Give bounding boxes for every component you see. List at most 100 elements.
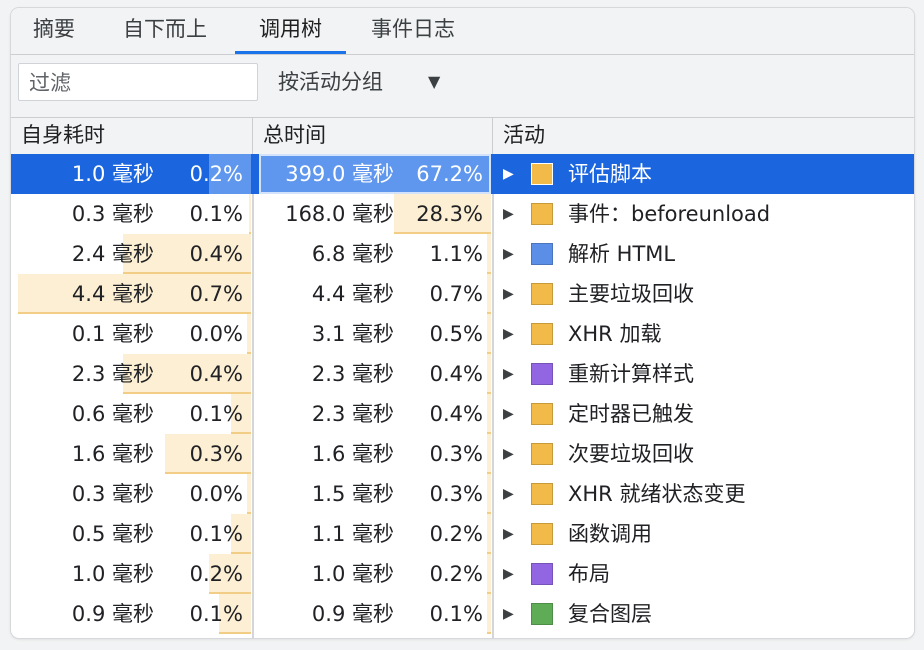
table-row[interactable]: 0.3 毫秒 0.1% 168.0 毫秒 28.3% ▶ 事件：beforeunload [11, 194, 914, 234]
self-time-value: 1.0 毫秒 [71, 162, 154, 186]
table-row[interactable]: 0.6 毫秒 0.1% 2.3 毫秒 0.4% ▶ 定时器已触发 [11, 394, 914, 434]
total-percent-value: 0.3% [429, 482, 483, 506]
table-row[interactable]: 0.3 毫秒 0.0% 1.5 毫秒 0.3% ▶ XHR 就绪状态变更 [11, 474, 914, 514]
self-time-bar [165, 434, 251, 474]
self-time-bar [209, 554, 251, 594]
table-row[interactable]: 0.5 毫秒 0.1% 1.1 毫秒 0.2% ▶ 函数调用 [11, 514, 914, 554]
activity-name: 复合图层 [568, 602, 652, 626]
expand-triangle-icon[interactable]: ▶ [503, 406, 514, 422]
self-percent-value: 0.1% [189, 602, 243, 626]
self-time-bar [247, 314, 251, 354]
self-percent-value: 0.4% [189, 362, 243, 386]
category-color-swatch [531, 283, 553, 305]
activity-name: 主要垃圾回收 [568, 282, 694, 306]
total-percent-value: 0.1% [429, 602, 483, 626]
expand-triangle-icon[interactable]: ▶ [503, 446, 514, 462]
total-time-value: 2.3 毫秒 [311, 402, 394, 426]
total-percent-value: 0.2% [429, 522, 483, 546]
total-percent-value: 28.3% [416, 202, 483, 226]
self-percent-value: 0.1% [189, 202, 243, 226]
column-header-total-time[interactable]: 总时间 [263, 123, 326, 147]
expand-triangle-icon[interactable]: ▶ [503, 166, 514, 182]
tab-summary[interactable]: 摘要 [33, 17, 75, 41]
expand-triangle-icon[interactable]: ▶ [503, 526, 514, 542]
category-color-swatch [531, 163, 553, 185]
category-color-swatch [531, 443, 553, 465]
expand-triangle-icon[interactable]: ▶ [503, 486, 514, 502]
self-time-value: 4.4 毫秒 [71, 282, 154, 306]
activity-name: 评估脚本 [568, 162, 652, 186]
expand-triangle-icon[interactable]: ▶ [503, 286, 514, 302]
total-time-bar [487, 274, 491, 314]
total-time-bar [487, 434, 491, 474]
expand-triangle-icon[interactable]: ▶ [503, 206, 514, 222]
expand-triangle-icon[interactable]: ▶ [503, 246, 514, 262]
self-time-value: 1.0 毫秒 [71, 562, 154, 586]
total-time-value: 0.9 毫秒 [311, 602, 394, 626]
tab-call-tree[interactable]: 调用树 [235, 8, 346, 54]
toolbar: 过滤 按活动分组 ▼ [11, 55, 914, 118]
category-color-swatch [531, 243, 553, 265]
column-divider[interactable] [492, 118, 493, 154]
column-divider [252, 154, 254, 638]
table-row[interactable]: 2.3 毫秒 0.4% 2.3 毫秒 0.4% ▶ 重新计算样式 [11, 354, 914, 394]
category-color-swatch [531, 203, 553, 225]
self-percent-value: 0.0% [189, 482, 243, 506]
self-percent-value: 0.3% [189, 442, 243, 466]
self-time-value: 1.6 毫秒 [71, 442, 154, 466]
column-divider[interactable] [252, 118, 253, 154]
table-row[interactable]: 1.6 毫秒 0.3% 1.6 毫秒 0.3% ▶ 次要垃圾回收 [11, 434, 914, 474]
tab-bottom-up[interactable]: 自下而上 [123, 17, 207, 41]
activity-name: 布局 [568, 562, 610, 586]
self-time-bar [219, 594, 251, 634]
expand-triangle-icon[interactable]: ▶ [503, 606, 514, 622]
call-tree-table: 1.0 毫秒 0.2% 399.0 毫秒 67.2% ▶ 评估脚本 0.3 毫秒 0.1% 16… [11, 154, 914, 638]
table-row[interactable]: 4.4 毫秒 0.7% 4.4 毫秒 0.7% ▶ 主要垃圾回收 [11, 274, 914, 314]
self-time-value: 2.3 毫秒 [71, 362, 154, 386]
tab-event-log[interactable]: 事件日志 [371, 17, 455, 41]
table-row[interactable]: 1.0 毫秒 0.2% 399.0 毫秒 67.2% ▶ 评估脚本 [11, 154, 914, 194]
total-time-value: 168.0 毫秒 [285, 202, 394, 226]
column-header-activity[interactable]: 活动 [503, 123, 545, 147]
self-time-bar [123, 234, 251, 274]
chevron-down-icon[interactable]: ▼ [428, 72, 441, 91]
total-time-bar [487, 394, 491, 434]
self-percent-value: 0.2% [189, 162, 243, 186]
self-time-value: 0.1 毫秒 [71, 322, 154, 346]
self-percent-value: 0.7% [189, 282, 243, 306]
category-color-swatch [531, 363, 553, 385]
total-time-value: 2.3 毫秒 [311, 362, 394, 386]
self-time-value: 0.3 毫秒 [71, 202, 154, 226]
filter-input[interactable]: 过滤 [18, 63, 258, 101]
expand-triangle-icon[interactable]: ▶ [503, 566, 514, 582]
self-time-value: 0.9 毫秒 [71, 602, 154, 626]
table-row[interactable]: 1.0 毫秒 0.2% 1.0 毫秒 0.2% ▶ 布局 [11, 554, 914, 594]
activity-name: XHR 加载 [568, 322, 662, 346]
activity-name: 定时器已触发 [568, 402, 694, 426]
expand-triangle-icon[interactable]: ▶ [503, 326, 514, 342]
table-row[interactable]: 0.1 毫秒 0.0% 3.1 毫秒 0.5% ▶ XHR 加载 [11, 314, 914, 354]
expand-triangle-icon[interactable]: ▶ [503, 366, 514, 382]
self-time-bar [231, 394, 251, 434]
column-header-self-time[interactable]: 自身耗时 [21, 123, 105, 147]
table-row[interactable]: 0.9 毫秒 0.1% 0.9 毫秒 0.1% ▶ 复合图层 [11, 594, 914, 634]
total-time-bar [487, 234, 491, 274]
group-by-select[interactable]: 按活动分组 [278, 70, 383, 94]
total-time-value: 3.1 毫秒 [311, 322, 394, 346]
total-time-bar [487, 474, 491, 514]
total-time-bar [487, 354, 491, 394]
total-time-bar [487, 514, 491, 554]
performance-panel: 摘要 自下而上 调用树 事件日志 过滤 按活动分组 ▼ 自身耗时 总时间 活动 … [11, 8, 914, 638]
total-percent-value: 1.1% [429, 242, 483, 266]
table-header: 自身耗时 总时间 活动 [11, 118, 914, 155]
self-time-bar [247, 474, 251, 514]
total-percent-value: 0.5% [429, 322, 483, 346]
self-time-bar [18, 274, 251, 314]
total-time-value: 4.4 毫秒 [311, 282, 394, 306]
category-color-swatch [531, 483, 553, 505]
total-time-bar [487, 554, 491, 594]
total-time-bar [394, 194, 491, 234]
table-row[interactable]: 2.4 毫秒 0.4% 6.8 毫秒 1.1% ▶ 解析 HTML [11, 234, 914, 274]
category-color-swatch [531, 523, 553, 545]
self-time-value: 0.5 毫秒 [71, 522, 154, 546]
